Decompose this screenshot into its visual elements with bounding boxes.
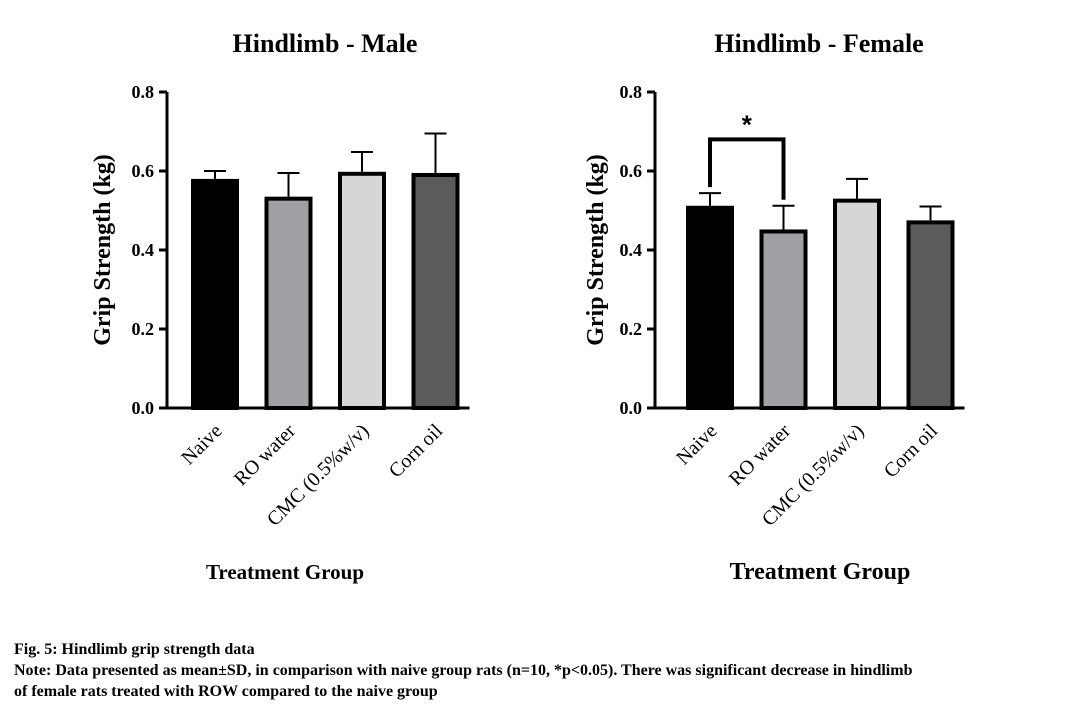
bar xyxy=(191,178,239,410)
y-tick-label: 0.8 xyxy=(620,82,643,102)
y-axis-label: Grip Strength (kg) xyxy=(90,154,116,346)
category-label: RO water xyxy=(230,420,300,490)
significance-marker: * xyxy=(742,109,753,139)
caption-note-line2: of female rats treated with ROW compared… xyxy=(14,683,438,700)
bar xyxy=(906,220,955,410)
y-tick-label: 0.4 xyxy=(620,240,643,260)
y-tick-label: 0.2 xyxy=(620,319,643,339)
y-tick-label: 0.6 xyxy=(132,161,155,181)
bar xyxy=(264,196,313,410)
chart-title: Hindlimb - Male xyxy=(233,29,418,58)
y-tick-label: 0.0 xyxy=(620,398,643,418)
caption-title: Fig. 5: Hindlimb grip strength data xyxy=(14,641,255,658)
x-axis-label: Treatment Group xyxy=(730,559,911,585)
y-axis-label: Grip Strength (kg) xyxy=(583,154,609,346)
bar xyxy=(411,172,460,410)
y-tick-label: 0.6 xyxy=(620,161,643,181)
bar xyxy=(338,171,386,410)
bar xyxy=(686,205,734,410)
bar xyxy=(759,229,808,410)
caption-note-line1: Note: Data presented as mean±SD, in comp… xyxy=(14,662,913,679)
chart-title: Hindlimb - Female xyxy=(714,29,923,58)
category-label: Naive xyxy=(177,420,226,469)
chart-female: Hindlimb - Female Grip Strength (kg) Treat… xyxy=(583,29,965,585)
category-label: Naive xyxy=(672,420,721,469)
figure-caption: Fig. 5: Hindlimb grip strength data Note… xyxy=(14,639,1074,702)
category-label: RO water xyxy=(725,420,795,490)
significance-bracket xyxy=(708,137,786,200)
y-tick-label: 0.2 xyxy=(132,319,155,339)
y-tick-label: 0.4 xyxy=(132,240,155,260)
charts-figure: Hindlimb - Male Grip Strength (kg) Treatme… xyxy=(90,29,965,585)
bar xyxy=(833,198,881,410)
y-tick-label: 0.8 xyxy=(132,82,155,102)
x-axis-label: Treatment Group xyxy=(206,560,364,584)
category-label: Corn oil xyxy=(880,420,943,483)
y-tick-label: 0.0 xyxy=(132,398,155,418)
chart-male: Hindlimb - Male Grip Strength (kg) Treatme… xyxy=(90,29,470,584)
category-label: Corn oil xyxy=(385,420,448,483)
